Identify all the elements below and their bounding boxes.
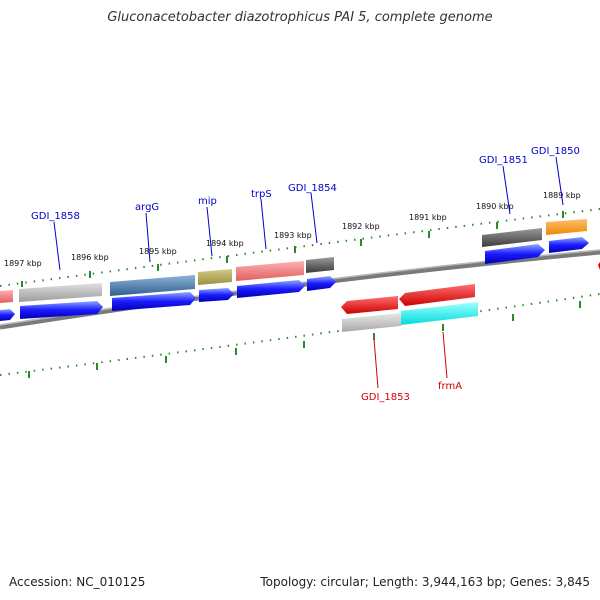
gene-label: GDI_1850 [531, 146, 580, 157]
forward-cds-arrows [0, 237, 589, 321]
gene-feature-gdi1858 [19, 283, 102, 302]
kbp-label: 1895 kbp [139, 247, 177, 256]
cds-arrow [307, 276, 336, 291]
cds-arrow-reverse [399, 284, 475, 306]
accession-text: Accession: NC_010125 [9, 575, 146, 589]
cds-arrow [112, 292, 196, 311]
kbp-label: 1897 kbp [4, 259, 42, 268]
gene-feature-frma [401, 302, 478, 325]
gene-label: mip [198, 196, 217, 207]
gene-feature-mip [198, 269, 232, 285]
gene-feature-gdi1851 [482, 228, 542, 247]
gene-label: GDI_1851 [479, 155, 528, 166]
reverse-gene-labels: GDI_1853 frmA [361, 381, 462, 403]
gene-feature-trps [236, 261, 304, 281]
map-title: Gluconacetobacter diazotrophicus PAI 5, … [107, 10, 493, 25]
forward-gene-labels: GDI_1858 argG mip trpS GDI_1854 GDI_1851… [31, 146, 580, 222]
gene-feature-gdi1854 [306, 257, 334, 273]
kbp-label: 1892 kbp [342, 222, 380, 231]
gene-label: argG [135, 202, 159, 213]
forward-label-leaders [53, 156, 564, 271]
gene-label: trpS [251, 189, 272, 200]
kbp-label: 1893 kbp [274, 231, 312, 240]
kbp-label: 1891 kbp [409, 213, 447, 222]
cds-arrow [0, 309, 15, 321]
gene-feature-argg [110, 275, 195, 296]
cds-arrow [199, 288, 234, 302]
cds-arrow [485, 244, 545, 264]
kbp-label: 1890 kbp [476, 202, 514, 211]
gene-label: GDI_1858 [31, 211, 80, 222]
gene-label: frmA [438, 381, 462, 392]
forward-gene-features [0, 219, 587, 303]
kbp-label: 1896 kbp [71, 253, 109, 262]
gene-feature-gdi1853 [342, 313, 401, 332]
outer-scale-major-ticks [21, 211, 564, 287]
kbp-label: 1894 kbp [206, 239, 244, 248]
reverse-label-leaders [373, 331, 448, 389]
gene-feature-gdi1850 [546, 219, 587, 235]
cds-arrow [237, 280, 305, 298]
topology-text: Topology: circular; Length: 3,944,163 bp… [260, 575, 590, 589]
reverse-gene-features [341, 262, 600, 332]
cds-arrow [549, 237, 589, 253]
gene-label: GDI_1854 [288, 183, 337, 194]
inner-scale-major-ticks [28, 301, 581, 378]
gene-label: GDI_1853 [361, 392, 410, 403]
cds-arrow-reverse [341, 296, 398, 314]
gene-feature-edge [0, 290, 13, 303]
cds-arrow [20, 301, 103, 319]
